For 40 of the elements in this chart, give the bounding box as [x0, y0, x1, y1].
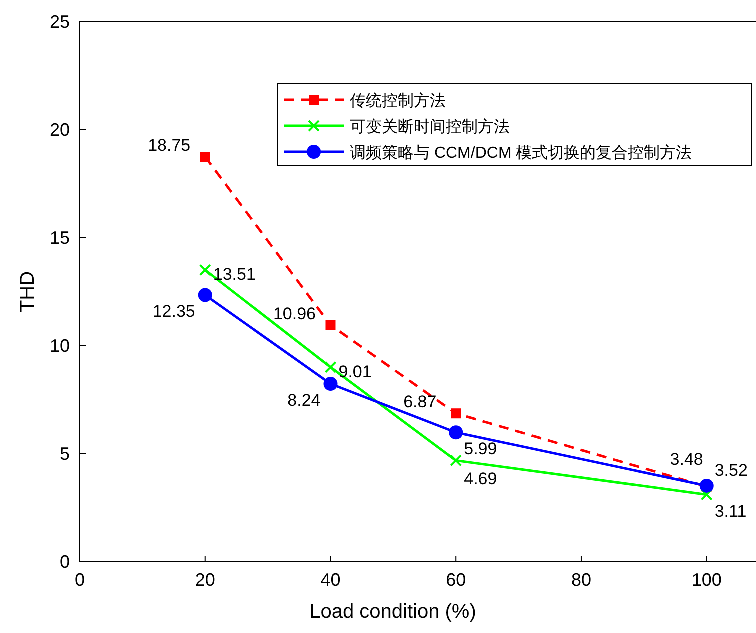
data-label: 10.96 [273, 304, 316, 324]
point [449, 426, 464, 440]
x-tick-label: 100 [692, 570, 722, 590]
point [326, 320, 336, 330]
y-axis-title: THD [17, 271, 39, 313]
x-axis-title: Load condition (%) [310, 601, 476, 623]
y-tick-label: 20 [50, 120, 70, 140]
data-label: 8.24 [288, 391, 321, 410]
legend-label: 可变关断时间控制方法 [350, 118, 510, 136]
y-tick-label: 5 [60, 444, 70, 464]
point [200, 152, 210, 162]
x-tick-label: 0 [74, 570, 86, 590]
point [451, 408, 462, 419]
y-tick-label: 10 [50, 336, 70, 356]
point [324, 377, 338, 392]
y-tick-label: 15 [50, 228, 70, 248]
data-label: 18.75 [148, 136, 191, 155]
x-tick-label: 20 [195, 570, 216, 590]
x-tick-label: 40 [320, 570, 341, 590]
y-tick-label: 0 [60, 552, 70, 572]
data-label: 6.87 [404, 392, 437, 412]
data-label: 9.01 [338, 362, 372, 382]
data-label: 12.35 [152, 302, 196, 322]
point [198, 288, 212, 302]
point [324, 361, 337, 374]
x-tick-label: 80 [571, 570, 592, 590]
data-label: 3.52 [714, 460, 748, 480]
data-label: 4.69 [464, 470, 498, 489]
legend-label: 传统控制方法 [350, 92, 446, 110]
x-tick-label: 60 [446, 570, 466, 590]
point [450, 454, 462, 467]
y-tick-label: 25 [50, 12, 70, 32]
point [199, 264, 212, 276]
point [700, 478, 714, 493]
data-label: 5.99 [464, 440, 498, 459]
point [700, 488, 713, 501]
data-label: 3.48 [670, 450, 704, 469]
legend-label: 调频策略与 CCM/DCM 模式切换的复合控制方法 [350, 144, 692, 162]
data-label: 3.11 [714, 502, 747, 521]
data-label: 13.51 [213, 265, 256, 284]
